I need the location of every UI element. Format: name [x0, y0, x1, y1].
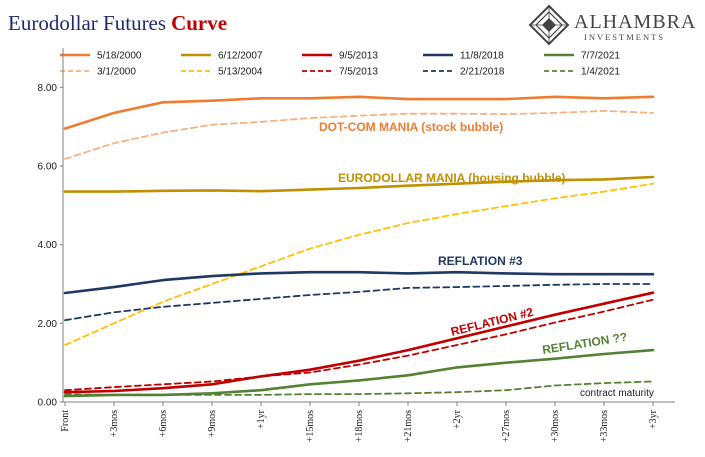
- alhambra-logo: ALHAMBRA INVESTMENTS: [528, 4, 696, 46]
- legend-label: 1/4/2021: [581, 67, 620, 78]
- x-tick-label: +33mos: [599, 410, 610, 442]
- legend-label: 9/5/2013: [339, 51, 378, 62]
- x-tick-label: +1yr: [256, 409, 267, 429]
- x-tick-label: +15mos: [305, 410, 316, 442]
- x-tick-label: +9mos: [207, 410, 218, 437]
- y-tick-label: 8.00: [38, 83, 58, 94]
- logo-name: ALHAMBRA: [574, 11, 696, 33]
- y-tick-label: 6.00: [38, 162, 58, 173]
- legend-label: 3/1/2000: [97, 67, 136, 78]
- x-tick-label: +2yr: [452, 409, 463, 429]
- y-ticks: 0.00 2.00 4.00 6.00 8.00: [38, 83, 63, 409]
- series-line-2-21-2018: [64, 283, 654, 322]
- x-tick-label: +18mos: [354, 410, 365, 442]
- series-lines: [63, 95, 655, 398]
- x-ticks: Front +3mos +6mos +9mos +1yr +15mos +18mos +21m…: [60, 402, 659, 442]
- series-line-5-18-2000: [63, 95, 655, 130]
- x-tick-label: +3mos: [109, 410, 120, 437]
- y-tick-label: 2.00: [38, 319, 58, 330]
- legend-label: 2/21/2018: [460, 67, 505, 78]
- chart-title-accent: Curve: [171, 11, 227, 35]
- series-line-5-13-2004: [64, 182, 654, 346]
- y-tick-label: 0.00: [38, 398, 58, 409]
- x-tick-label: +21mos: [403, 410, 414, 442]
- x-tick-label: +30mos: [550, 410, 561, 442]
- series-line-9-5-2013: [63, 291, 655, 394]
- series-line-11-8-2018: [63, 270, 655, 295]
- legend-label: 7/7/2021: [581, 51, 620, 62]
- chart-title-main: Eurodollar Futures: [8, 11, 166, 35]
- x-tick-label: Front: [60, 410, 71, 432]
- chart-title: Eurodollar Futures Curve: [8, 11, 227, 35]
- legend-label: 5/18/2000: [97, 51, 142, 62]
- annotation-reflation-3: REFLATION #3: [438, 254, 523, 268]
- annotation-dot-com-mania: DOT-COM MANIA (stock bubble): [319, 120, 503, 134]
- annotation-eurodollar-mania: EURODOLLAR MANIA (housing bubble): [338, 171, 566, 185]
- series-line-6-12-2007: [63, 175, 655, 193]
- legend-label: 6/12/2007: [218, 51, 263, 62]
- legend: 5/18/2000 3/1/2000 6/12/2007 5/13/2004 9/5/2…: [60, 51, 620, 78]
- y-tick-label: 4.00: [38, 240, 58, 251]
- series-line-3-1-2000: [64, 110, 654, 160]
- series-line-1-4-2021: [64, 380, 654, 396]
- x-tick-label: +3yr: [648, 409, 659, 429]
- legend-label: 7/5/2013: [339, 67, 378, 78]
- diamond-logo-icon: [528, 4, 570, 46]
- series-line-7-7-2021: [63, 348, 655, 398]
- annotation-contract-maturity: contract maturity: [580, 388, 654, 399]
- legend-label: 11/8/2018: [460, 51, 504, 62]
- logo-subtitle: INVESTMENTS: [584, 32, 665, 42]
- legend-label: 5/13/2004: [218, 67, 263, 78]
- annotations: DOT-COM MANIA (stock bubble) EURODOLLAR …: [319, 120, 654, 399]
- axes: [62, 48, 675, 403]
- series-line-7-5-2013: [64, 298, 654, 392]
- x-tick-label: +6mos: [158, 410, 169, 437]
- x-tick-label: +27mos: [501, 410, 512, 442]
